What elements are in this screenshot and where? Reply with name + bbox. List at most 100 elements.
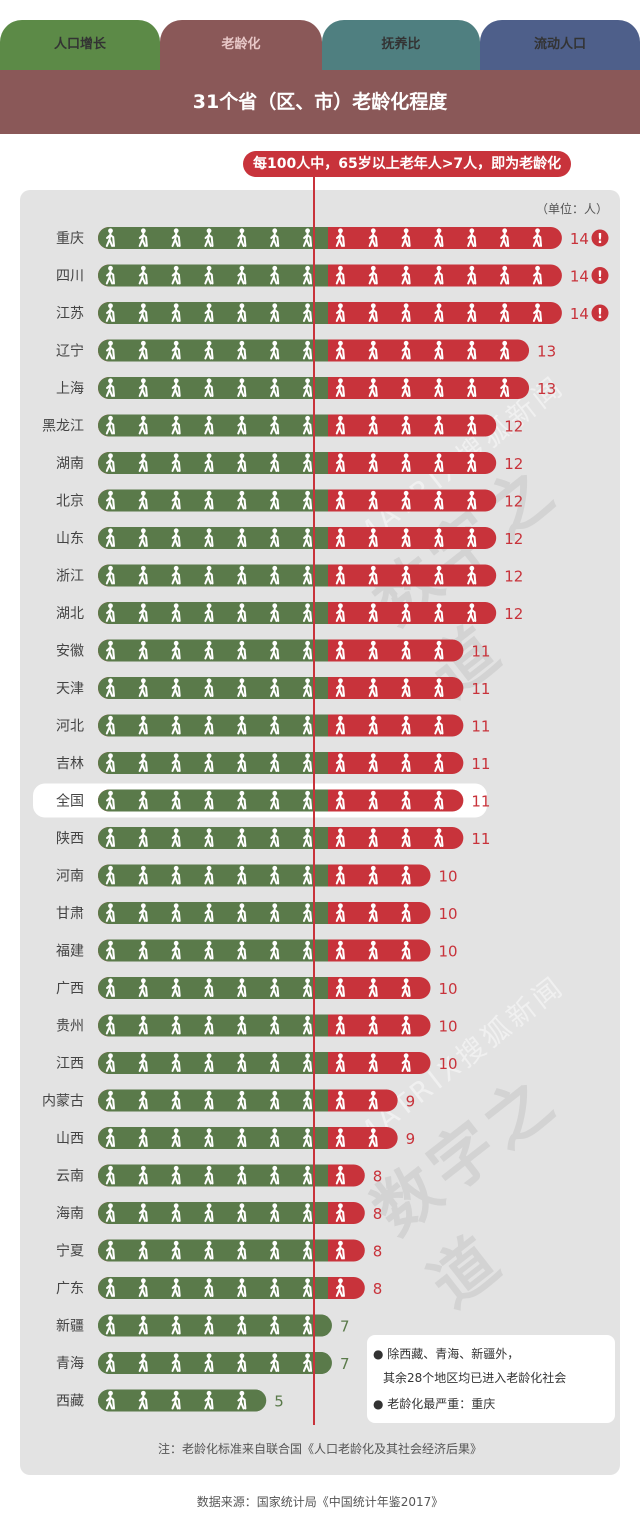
bar-base xyxy=(98,227,328,249)
bar-row-25: 云南 8 xyxy=(56,1164,383,1187)
bar-row-31: 西藏 5 xyxy=(56,1389,284,1412)
bar-row-8: 山东 12 xyxy=(56,527,523,549)
footnote: 注：老龄化标准来自联合国《人口老龄化及其社会经济后果》 xyxy=(157,1442,482,1456)
row-label: 安徽 xyxy=(56,644,84,660)
tab-floating-population[interactable]: 流动人口 xyxy=(480,20,640,76)
bar-row-7: 北京 12 xyxy=(56,489,523,512)
bar-row-9: 浙江 12 xyxy=(56,564,523,587)
value-label: 11 xyxy=(471,643,490,661)
row-label: 广西 xyxy=(56,981,84,997)
row-label: 浙江 xyxy=(56,569,84,585)
svg-text:!: ! xyxy=(597,307,603,322)
bar-row-0: 重庆 14! xyxy=(56,227,609,249)
value-label: 12 xyxy=(504,530,523,548)
exclamation-icon: ! xyxy=(591,304,609,322)
row-label: 宁夏 xyxy=(56,1243,84,1260)
value-label: 11 xyxy=(471,793,490,811)
row-label: 福建 xyxy=(56,944,84,960)
svg-text:!: ! xyxy=(597,270,603,285)
bar-base xyxy=(98,564,328,587)
bar-base xyxy=(98,939,328,962)
value-label: 12 xyxy=(504,455,523,473)
bar-base xyxy=(98,377,328,399)
bar-base xyxy=(98,414,328,437)
value-label: 12 xyxy=(504,493,523,511)
value-label: 10 xyxy=(439,943,458,961)
bar-row-11: 安徽 11 xyxy=(56,639,490,662)
bar-base xyxy=(98,1164,328,1187)
row-label: 北京 xyxy=(56,494,84,510)
bar-base xyxy=(98,1089,328,1112)
bar-base xyxy=(98,977,328,999)
bar-base xyxy=(98,302,328,324)
unit-label: （单位：人） xyxy=(535,202,608,216)
bar-base xyxy=(98,1239,328,1262)
value-label: 14 xyxy=(570,230,589,248)
bar-base xyxy=(98,1202,328,1224)
value-label: 14 xyxy=(570,268,589,286)
value-label: 9 xyxy=(406,1093,416,1111)
threshold-line xyxy=(313,177,315,1425)
legend-line-1: 除西藏、青海、新疆外， xyxy=(387,1347,520,1361)
bar-row-21: 贵州 10 xyxy=(56,1014,458,1037)
bar-base xyxy=(98,639,328,662)
row-label: 海南 xyxy=(56,1206,84,1222)
page-title: 31个省（区、市）老龄化程度 xyxy=(0,70,640,134)
value-label: 7 xyxy=(340,1318,350,1336)
tab-bar: 人口增长 老龄化 抚养比 流动人口 xyxy=(0,0,640,76)
row-label: 湖北 xyxy=(56,606,84,622)
row-label: 吉林 xyxy=(56,756,84,772)
bar-base xyxy=(98,714,328,737)
exclamation-icon: ! xyxy=(591,229,609,247)
bar-row-13: 河北 11 xyxy=(56,714,490,737)
row-label: 全国 xyxy=(56,793,84,810)
bar-row-20: 广西 10 xyxy=(56,977,458,999)
tab-aging[interactable]: 老龄化 xyxy=(160,20,322,76)
tab-population-growth[interactable]: 人口增长 xyxy=(0,20,160,76)
bar-row-2: 江苏 14! xyxy=(56,302,609,324)
value-label: 8 xyxy=(373,1243,383,1261)
legend-item-2: ● 老龄化最严重：重庆 xyxy=(373,1397,496,1411)
bar-base xyxy=(98,264,328,287)
bar-row-30: 青海 7 xyxy=(56,1352,349,1374)
legend-line-3: 老龄化最严重：重庆 xyxy=(387,1397,496,1411)
bar-base xyxy=(98,1352,328,1374)
legend-box: ● 除西藏、青海、新疆外， 其余28个地区均已进入老龄化社会 ● 老龄化最严重：… xyxy=(367,1335,615,1423)
row-label: 广东 xyxy=(56,1281,84,1297)
value-label: 10 xyxy=(439,1055,458,1073)
row-label: 湖南 xyxy=(56,456,84,472)
bar-row-16: 陕西 11 xyxy=(56,827,490,849)
bar-row-12: 天津 11 xyxy=(56,677,490,699)
value-label: 10 xyxy=(439,868,458,886)
row-label: 河南 xyxy=(56,869,84,885)
bar-row-29: 新疆 7 xyxy=(56,1314,350,1337)
row-label: 河北 xyxy=(56,719,84,735)
bar-row-17: 河南 10 xyxy=(56,864,458,887)
row-label: 陕西 xyxy=(56,831,84,847)
bar-base xyxy=(98,1052,328,1074)
legend-item-1: ● 除西藏、青海、新疆外， xyxy=(373,1347,520,1361)
row-label: 内蒙古 xyxy=(42,1094,84,1110)
row-label: 山东 xyxy=(56,531,84,547)
value-label: 11 xyxy=(471,680,490,698)
bar-row-26: 海南 8 xyxy=(56,1202,382,1224)
bar-row-5: 黑龙江 12 xyxy=(42,414,523,437)
value-label: 13 xyxy=(537,380,556,398)
bar-base xyxy=(98,1277,328,1299)
bar-base xyxy=(98,1389,263,1412)
bar-row-19: 福建 10 xyxy=(56,939,458,962)
bar-row-22: 江西 10 xyxy=(56,1052,458,1074)
bar-row-24: 山西 9 xyxy=(56,1127,415,1149)
source-note: 数据来源：国家统计局《中国统计年鉴2017》 xyxy=(196,1495,444,1509)
value-label: 12 xyxy=(504,568,523,586)
row-label: 重庆 xyxy=(56,231,84,247)
bar-row-18: 甘肃 10 xyxy=(56,902,458,924)
bar-base xyxy=(98,1127,328,1149)
value-label: 14 xyxy=(570,305,589,323)
value-label: 8 xyxy=(373,1168,383,1186)
tab-dependency-ratio[interactable]: 抚养比 xyxy=(322,20,480,76)
bar-base xyxy=(98,452,328,474)
row-label: 新疆 xyxy=(56,1319,84,1335)
bar-base xyxy=(98,902,328,924)
